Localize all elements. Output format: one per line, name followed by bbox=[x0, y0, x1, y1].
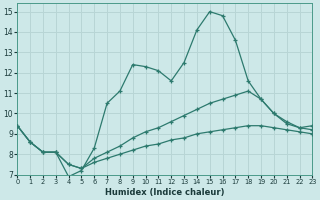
X-axis label: Humidex (Indice chaleur): Humidex (Indice chaleur) bbox=[105, 188, 225, 197]
